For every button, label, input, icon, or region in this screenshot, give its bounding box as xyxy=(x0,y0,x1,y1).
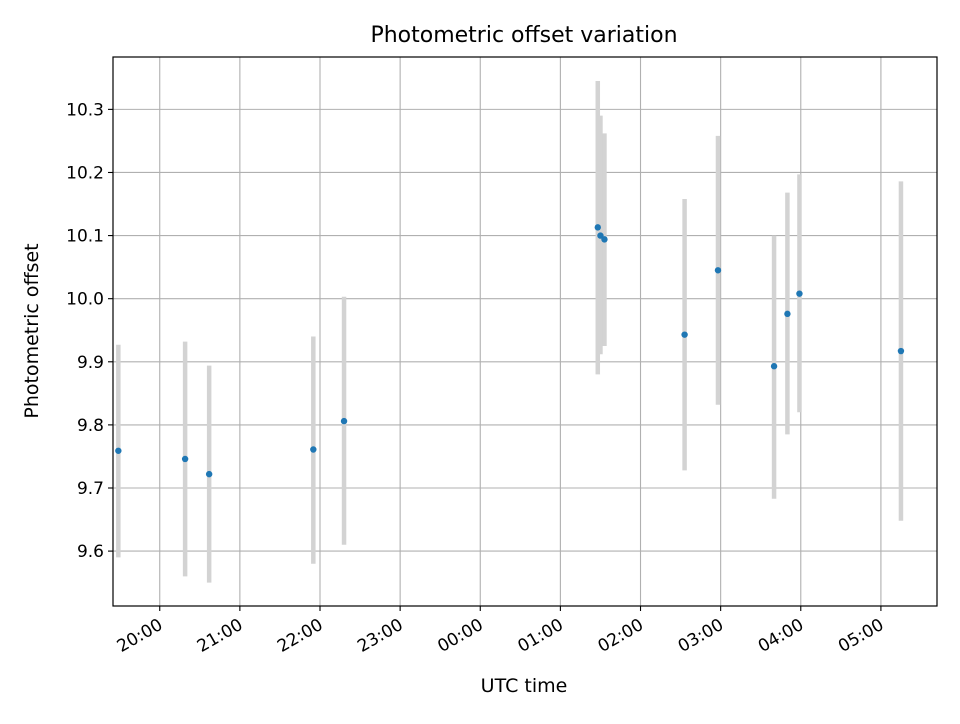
x-axis-label: UTC time xyxy=(481,675,568,697)
chart-title: Photometric offset variation xyxy=(370,23,677,48)
data-point xyxy=(181,455,189,463)
data-point xyxy=(310,446,317,453)
y-tick-label: 9.7 xyxy=(77,479,104,499)
data-point xyxy=(796,290,803,297)
data-point xyxy=(340,417,348,425)
data-point xyxy=(115,447,122,454)
y-tick-label: 10.0 xyxy=(66,290,104,310)
data-point xyxy=(714,267,722,274)
y-tick-label: 10.2 xyxy=(66,163,104,183)
plot-frame xyxy=(112,56,938,607)
data-point xyxy=(897,347,905,355)
data-point xyxy=(784,310,791,318)
grid-layer xyxy=(113,57,937,606)
data-point xyxy=(597,232,604,239)
y-tick-label: 10.1 xyxy=(66,227,104,247)
data-point xyxy=(681,331,688,338)
y-tick-label: 9.8 xyxy=(77,416,104,436)
data-point xyxy=(601,236,608,243)
data-point xyxy=(770,363,778,370)
marker-layer xyxy=(115,224,905,478)
y-tick-label: 9.6 xyxy=(77,542,104,562)
data-point xyxy=(594,224,601,231)
y-tick-label: 10.3 xyxy=(66,100,104,120)
y-axis-label: Photometric offset xyxy=(21,243,43,418)
y-tick-label: 9.9 xyxy=(77,353,104,373)
data-point xyxy=(205,470,213,478)
